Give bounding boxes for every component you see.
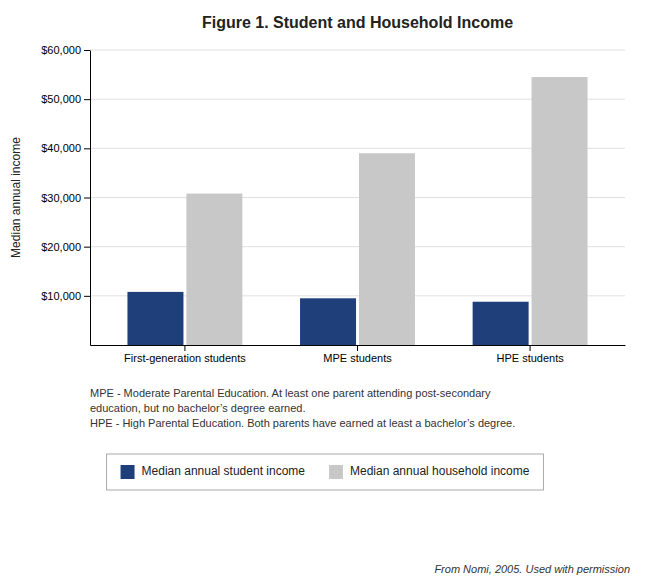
bar (300, 298, 356, 345)
x-axis: First-generation students MPE students HPE… (91, 345, 626, 364)
x-tick-label: First-generation students (124, 352, 246, 364)
bar-series (186, 77, 587, 345)
y-tick-mark (84, 148, 90, 149)
y-tick: $10,000 (41, 290, 90, 302)
x-tick: First-generation students (124, 345, 246, 364)
y-tick: $60,000 (41, 44, 90, 56)
chart-svg: Figure 1. Student and Household Income $1… (0, 0, 650, 585)
x-tick-label: HPE students (496, 352, 564, 364)
y-tick: $40,000 (41, 142, 90, 154)
y-tick-label: $10,000 (41, 290, 81, 302)
legend-box (107, 454, 544, 490)
y-tick: $20,000 (41, 241, 90, 253)
x-tick-label: MPE students (323, 352, 392, 364)
legend-swatch (329, 465, 343, 479)
y-tick: $30,000 (41, 192, 90, 204)
grid-line (90, 50, 625, 51)
y-tick-label: $30,000 (41, 192, 81, 204)
bar (186, 194, 242, 345)
y-tick-mark (84, 198, 90, 199)
legend-item: Median annual household income (329, 464, 530, 479)
y-tick-label: $60,000 (41, 44, 81, 56)
y-axis: $10,000 $20,000 $30,000 $40,000 $50,000 $60,0… (41, 44, 90, 345)
y-tick: $50,000 (41, 93, 90, 105)
bar (532, 77, 588, 345)
footnotes: MPE - Moderate Parental Education. At le… (90, 387, 515, 429)
y-tick-label: $50,000 (41, 93, 81, 105)
bar (359, 153, 415, 345)
y-tick-mark (84, 247, 90, 248)
y-axis-title: Median annual income (9, 137, 23, 258)
footnote: MPE - Moderate Parental Education. At le… (90, 387, 491, 399)
legend-swatch (121, 465, 135, 479)
y-tick-label: $20,000 (41, 241, 81, 253)
y-tick-label: $40,000 (41, 142, 81, 154)
legend-label: Median annual student income (142, 464, 306, 478)
title: Figure 1. Student and Household Income (202, 14, 513, 31)
footnote: education, but no bachelor’s degree earn… (90, 402, 305, 414)
x-tick: MPE students (323, 345, 392, 364)
bar (473, 302, 529, 345)
y-tick-mark (84, 50, 90, 51)
x-tick-mark (530, 345, 531, 351)
legend: Median annual student income Median annua… (107, 454, 544, 490)
x-tick-mark (184, 345, 185, 351)
plot-area: $10,000 $20,000 $30,000 $40,000 $50,000 $60,0… (41, 44, 625, 364)
legend-item: Median annual student income (121, 464, 306, 479)
x-tick-mark (357, 345, 358, 351)
legend-label: Median annual household income (350, 464, 530, 478)
bar (127, 292, 183, 345)
y-tick-mark (84, 296, 90, 297)
bars (127, 77, 587, 345)
footnote: HPE - High Parental Education. Both pare… (90, 417, 515, 429)
x-tick: HPE students (496, 345, 564, 364)
y-tick-mark (84, 99, 90, 100)
y-axis-line (90, 51, 91, 346)
source: From Nomi, 2005. Used with permission (434, 563, 630, 575)
